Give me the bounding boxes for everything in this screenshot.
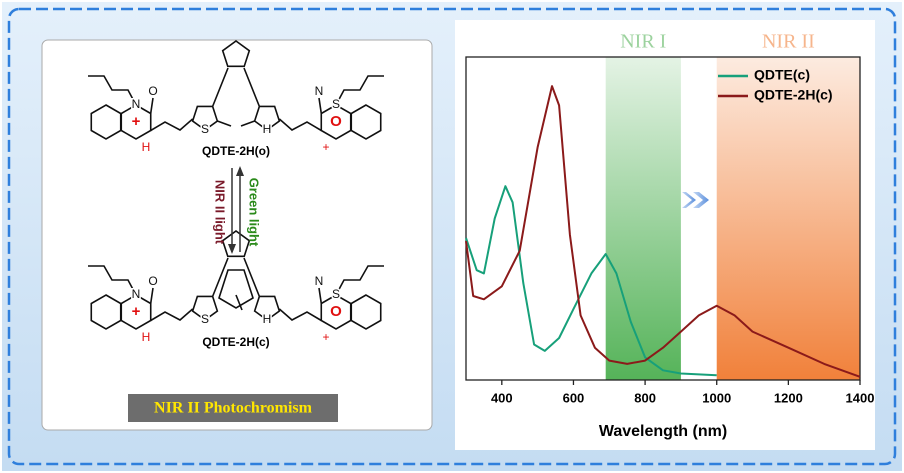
frame — [7, 7, 897, 466]
methyl — [217, 120, 232, 127]
thiophene — [253, 105, 281, 131]
atom-label: O — [330, 113, 342, 130]
legend-label: QDTE-2H(c) — [754, 87, 833, 103]
caption: NIR II Photochromism — [154, 400, 313, 417]
molecule-name: QDTE-2H(c) — [202, 335, 269, 349]
link-bond — [211, 257, 229, 297]
band — [605, 57, 681, 380]
x-axis-title: Wavelength (nm) — [599, 423, 727, 440]
x-tick-label: 800 — [634, 390, 656, 405]
atom-label: O — [148, 84, 157, 98]
x-tick-label: 1400 — [846, 390, 875, 405]
butyl-chain — [335, 75, 384, 106]
atom-label: + — [322, 330, 329, 344]
atom-label: + — [132, 303, 141, 320]
methyl — [240, 120, 255, 127]
atom-label: H — [263, 312, 272, 326]
chevron — [693, 192, 709, 208]
atom-label: O — [148, 274, 157, 288]
atom-label: N — [315, 84, 324, 98]
atom-label: S — [201, 312, 209, 326]
thiophene — [253, 295, 281, 321]
link-bond — [243, 257, 261, 297]
atom-label: + — [322, 140, 329, 154]
x-tick-label: 1200 — [774, 390, 803, 405]
methyl — [235, 294, 243, 311]
link-bond — [243, 67, 261, 107]
atom-label: + — [132, 113, 141, 130]
band-label: NIR II — [762, 31, 815, 53]
series-line — [465, 185, 717, 377]
atom-label: H — [142, 330, 151, 344]
x-tick-label: 600 — [563, 390, 585, 405]
atom-label: O — [330, 303, 342, 320]
atom-label: H — [263, 122, 272, 136]
butyl-chain — [88, 75, 137, 106]
molecule-name: QDTE-2H(o) — [202, 144, 270, 158]
vinyl — [150, 118, 194, 132]
vinyl — [278, 118, 322, 132]
vinyl — [278, 308, 322, 322]
cyclopentene — [221, 40, 251, 68]
plot-frame — [465, 56, 861, 381]
scheme-panel — [41, 39, 433, 431]
carbonyl — [149, 97, 154, 114]
carbonyl — [318, 97, 323, 114]
band — [716, 57, 860, 380]
legend-label: QDTE(c) — [754, 67, 810, 83]
atom-label: N — [132, 287, 141, 301]
x-tick-label: 400 — [491, 390, 513, 405]
link-bond — [211, 67, 229, 107]
carbonyl — [149, 287, 154, 304]
cyclopentene — [221, 230, 251, 258]
backward-label: NIR II light — [213, 180, 228, 245]
atom-label: S — [201, 122, 209, 136]
butyl-chain — [88, 265, 137, 296]
fused-ring — [218, 269, 254, 309]
forward-label: Green light — [247, 178, 262, 247]
butyl-chain — [335, 265, 384, 296]
vinyl — [150, 308, 194, 322]
caption-box — [128, 394, 338, 422]
arrowhead — [236, 166, 244, 176]
atom-label: S — [332, 97, 340, 111]
atom-label: N — [315, 274, 324, 288]
carbonyl — [318, 287, 323, 304]
arrowhead — [228, 244, 236, 254]
chevron — [682, 192, 696, 208]
atom-label: H — [142, 140, 151, 154]
band-label: NIR I — [620, 31, 666, 53]
thiophene — [191, 105, 219, 131]
thiophene — [191, 295, 219, 321]
x-tick-label: 1000 — [702, 390, 731, 405]
atom-label: N — [132, 97, 141, 111]
atom-label: S — [332, 287, 340, 301]
series-line — [465, 85, 861, 378]
